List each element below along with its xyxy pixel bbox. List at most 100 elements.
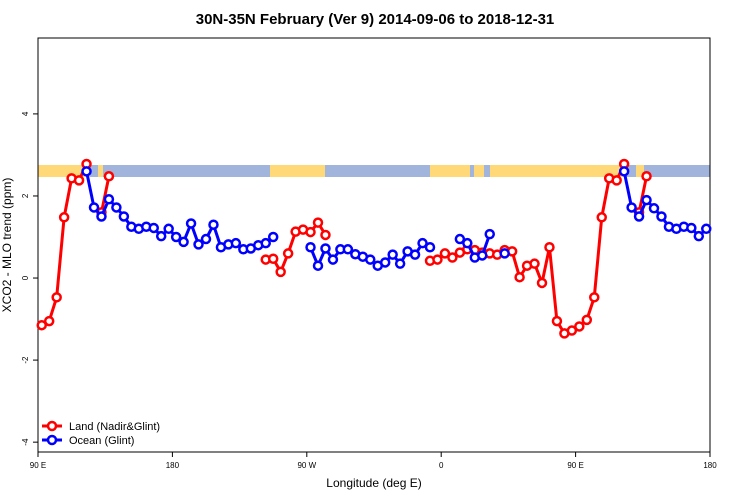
data-point [103,194,115,205]
data-point [111,202,122,213]
data-point [185,218,197,229]
land-band [636,165,644,177]
data-point [267,231,279,243]
data-point [320,229,331,241]
land-band [490,165,625,177]
data-point [462,237,473,249]
data-point [282,248,294,259]
x-tick-label: 90 E [30,461,46,470]
legend-swatch-point [46,434,58,446]
data-point [118,211,130,222]
data-point [200,233,212,245]
data-point [648,203,660,214]
y-axis-label: XCO2 - MLO trend (ppm) [0,178,14,313]
data-point [178,236,189,248]
data-point [73,175,85,186]
data-point [193,239,204,250]
data-point [96,211,107,222]
data-point [596,212,607,223]
y-tick-label: -4 [21,438,30,446]
data-point [327,254,339,265]
land-band [430,165,470,177]
data-point [454,233,466,245]
data-point [387,249,398,260]
data-point [551,315,563,327]
data-point [439,248,451,259]
data-point [514,271,525,283]
data-point [320,243,331,254]
x-tick-label: 90 W [297,461,316,470]
data-point [305,242,316,253]
chart-title: 30N-35N February (Ver 9) 2014-09-06 to 2… [196,11,555,28]
data-point [484,228,495,240]
data-point [155,230,167,242]
legend-swatch-point [46,420,58,432]
data-point [432,254,443,265]
data-point [103,171,115,182]
data-point [148,222,159,234]
data-point [36,319,47,331]
data-point [275,266,286,278]
data-point [641,194,652,206]
data-point [88,202,100,213]
data-point [51,292,62,303]
data-point [312,260,324,271]
data-point [581,314,593,326]
data-point [447,252,458,263]
legend-label: Land (Nadir&Glint) [69,421,160,433]
plot-frame [37,37,711,453]
data-point [611,175,622,186]
x-tick-label: 180 [703,461,717,470]
land-ocean-band [38,165,710,177]
x-tick-label: 180 [166,461,180,470]
data-point [43,315,55,327]
data-point [589,292,600,303]
x-tick-label: 0 [439,461,444,470]
y-tick-label: 0 [21,275,30,280]
data-point [81,166,92,177]
y-tick-label: 2 [21,193,30,198]
data-point [424,242,436,253]
x-axis-label: Longitude (deg E) [326,476,421,490]
x-tick-label: 90 E [567,461,583,470]
land-band [38,165,90,177]
data-point [656,211,667,222]
data-point [379,257,391,268]
data-point [701,223,712,235]
data-point [58,212,70,223]
data-point [312,217,324,228]
data-point [618,166,630,177]
legend-label: Ocean (Glint) [69,435,134,447]
data-point [536,277,548,289]
data-point [686,222,697,234]
data-point [267,253,279,264]
y-tick-label: 4 [21,111,30,116]
data-point [305,226,316,238]
data-point [342,244,354,255]
data-point [260,237,271,249]
data-point [641,171,652,182]
data-point [544,242,555,253]
data-point [417,237,428,249]
data-point [574,321,585,332]
data-point [409,249,421,260]
data-point [633,211,645,222]
data-point [626,202,637,213]
data-point [693,230,705,242]
data-point [208,219,219,230]
land-band [98,165,103,177]
data-point [394,258,406,269]
data-point [170,231,182,243]
data-point [365,254,376,265]
data-point [163,223,174,235]
legend: Land (Nadir&Glint) Ocean (Glint) [42,420,160,447]
data-point [477,250,488,261]
land-band [474,165,484,177]
data-point [529,258,540,269]
land-band [270,165,325,177]
data-point [499,248,510,259]
y-tick-label: -2 [21,356,30,364]
data-point [230,237,242,249]
